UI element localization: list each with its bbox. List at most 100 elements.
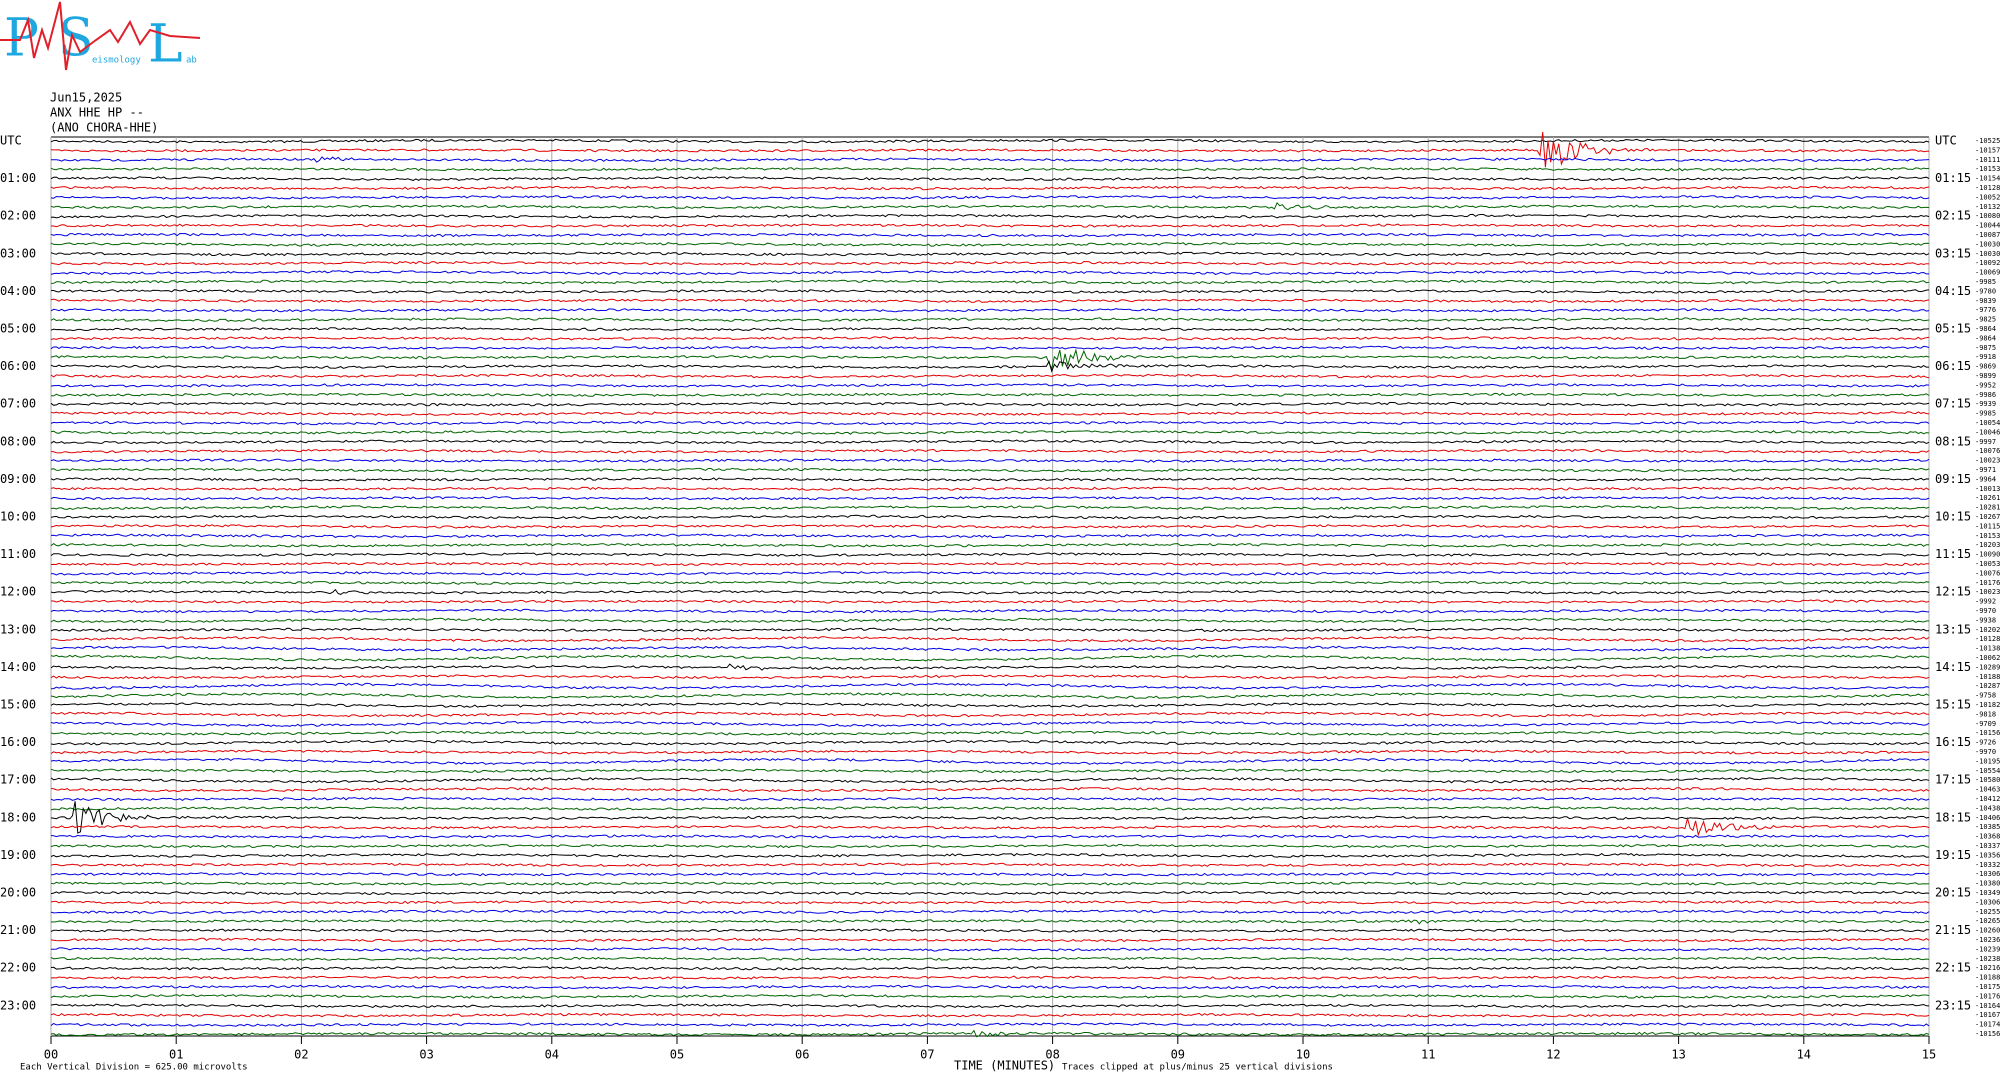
left-time-label: 13:00 [0, 622, 36, 636]
trace [50, 279, 1930, 285]
x-tick-label: 05 [670, 1048, 684, 1062]
left-time-label: 14:00 [0, 660, 36, 674]
left-time-label: 01:00 [0, 171, 36, 185]
trace [50, 345, 1930, 350]
trace [50, 138, 1930, 144]
trace-offset: -10054 [1975, 419, 2000, 427]
trace [50, 801, 1930, 834]
trace [50, 524, 1929, 529]
trace-offset: -10554 [1975, 767, 2000, 775]
trace [50, 401, 1930, 407]
trace [50, 202, 1930, 211]
right-time-label: 12:15 [1935, 585, 1971, 599]
trace-offset: -10046 [1975, 428, 2000, 436]
trace-offset: -9758 [1975, 692, 1996, 700]
left-time-label: 16:00 [0, 735, 36, 749]
trace [50, 383, 1930, 388]
trace [50, 654, 1930, 662]
right-time-label: 10:15 [1935, 510, 1971, 524]
header-date: Jun15,2025 [50, 91, 122, 105]
trace-offset: -9986 [1975, 391, 1996, 399]
trace-offset: -10412 [1975, 795, 2000, 803]
trace [50, 947, 1930, 952]
x-tick-label: 01 [169, 1048, 183, 1062]
trace-offset: -10332 [1975, 861, 2000, 869]
trace-offset: -10265 [1975, 917, 2000, 925]
x-tick-label: 15 [1922, 1048, 1936, 1062]
trace-offset: -10052 [1975, 193, 2000, 201]
trace [50, 796, 1930, 802]
trace-offset: -10176 [1975, 579, 2000, 587]
trace-offset: -9970 [1975, 607, 1996, 615]
trace-offset: -10157 [1975, 146, 2000, 154]
trace-offset: -10267 [1975, 513, 2000, 521]
trace-offset: -10216 [1975, 964, 2000, 972]
trace-offset: -10337 [1975, 842, 2000, 850]
trace [50, 496, 1930, 501]
trace-offset: -10076 [1975, 569, 2000, 577]
trace [50, 890, 1930, 896]
trace [50, 260, 1930, 266]
trace [50, 251, 1930, 257]
x-tick-label: 12 [1546, 1048, 1560, 1062]
trace-offset: -10580 [1975, 776, 2000, 784]
trace [50, 608, 1930, 614]
right-time-label: 17:15 [1935, 773, 1971, 787]
trace [50, 956, 1930, 961]
trace-offset: -9918 [1975, 353, 1996, 361]
right-time-label: 09:15 [1935, 472, 1971, 486]
trace [50, 757, 1930, 765]
logo-text: eismology [92, 56, 141, 66]
trace [50, 486, 1930, 491]
trace-offset: -10188 [1975, 673, 2000, 681]
trace-offset: -9964 [1975, 475, 1996, 483]
header-channel: ANX HHE HP -- [50, 106, 144, 120]
trace [50, 730, 1930, 736]
logo-letter: L [148, 15, 183, 75]
trace [50, 213, 1930, 219]
trace-offset: -9992 [1975, 598, 1996, 606]
right-time-label: UTC [1935, 134, 1957, 148]
right-time-label: 11:15 [1935, 547, 1971, 561]
trace [50, 448, 1930, 454]
trace [50, 1022, 1930, 1027]
grid [50, 137, 1930, 1044]
trace-offset: -10156 [1975, 1030, 2000, 1038]
trace-offset: -9939 [1975, 400, 1996, 408]
trace-offset: -10076 [1975, 447, 2000, 455]
x-tick-label: 04 [545, 1048, 559, 1062]
trace-offset: -10356 [1975, 851, 2000, 859]
trace [50, 937, 1930, 943]
trace-offset: -10128 [1975, 635, 2000, 643]
trace [50, 561, 1929, 567]
right-time-label: 20:15 [1935, 886, 1971, 900]
trace-offset: -10062 [1975, 654, 2000, 662]
trace-offset: -10069 [1975, 269, 2000, 277]
trace [50, 994, 1930, 999]
left-time-label: 03:00 [0, 246, 36, 260]
trace [50, 289, 1930, 294]
trace [50, 326, 1930, 332]
trace-offset: -10203 [1975, 541, 2000, 549]
trace [50, 1029, 1930, 1038]
trace-offset: -10385 [1975, 823, 2000, 831]
trace-offset: -10156 [1975, 729, 2000, 737]
x-tick-label: 09 [1171, 1048, 1185, 1062]
trace [50, 900, 1930, 905]
left-time-label: 05:00 [0, 322, 36, 336]
trace-offset: -10053 [1975, 560, 2000, 568]
right-time-label: 03:15 [1935, 246, 1971, 260]
trace-offset: -9869 [1975, 363, 1996, 371]
trace [50, 636, 1930, 643]
x-tick-label: 00 [44, 1048, 58, 1062]
trace-offset: -10236 [1975, 936, 2000, 944]
trace-offset: -10306 [1975, 870, 2000, 878]
right-time-label: 23:15 [1935, 998, 1971, 1012]
trace-offset: -9952 [1975, 381, 1996, 389]
trace [50, 645, 1930, 652]
trace-offset: -10438 [1975, 804, 2000, 812]
trace-offset: -10023 [1975, 588, 2000, 596]
left-time-label: 23:00 [0, 998, 36, 1012]
scale-note: Each Vertical Division = 625.00 microvol… [20, 1063, 248, 1073]
